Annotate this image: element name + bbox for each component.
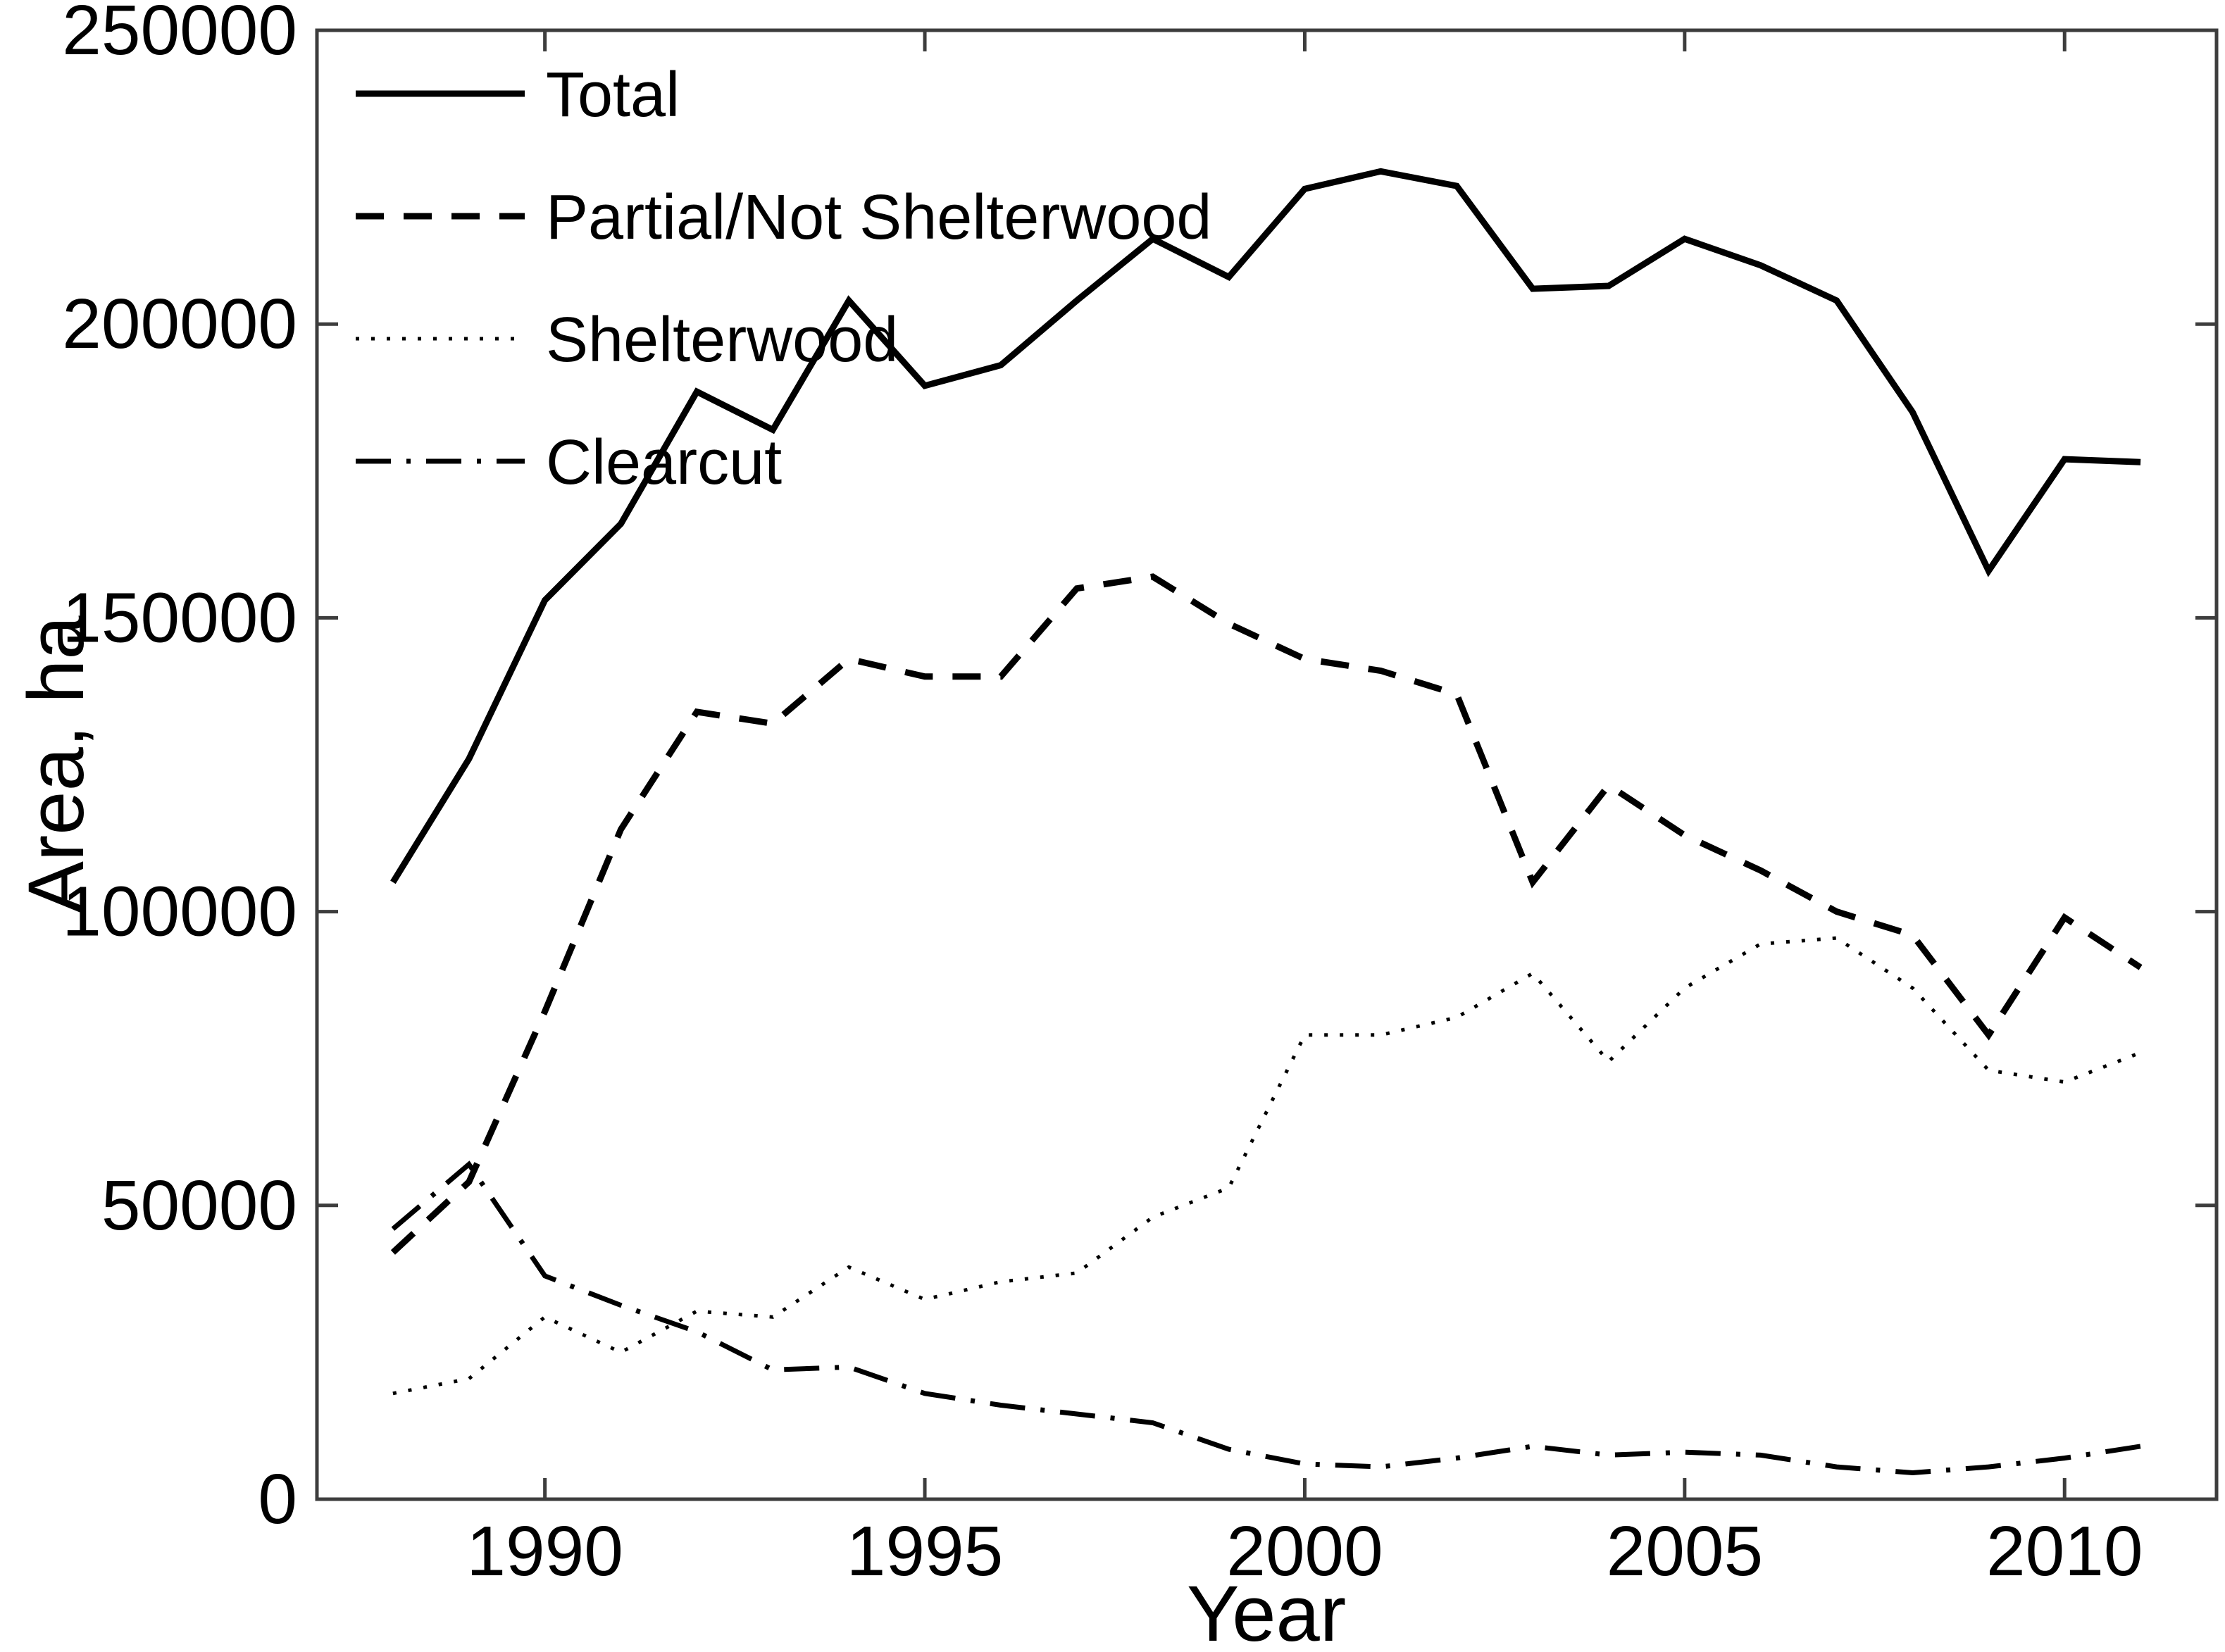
tick-labels: 1990 1995 2000 2005 2010 0 50000 100000 150000 20… bbox=[62, 0, 2143, 1591]
x-axis-label: Year bbox=[1187, 1570, 1346, 1652]
legend-item: Shelterwood bbox=[356, 305, 898, 375]
legend: Total Partial/Not Shelterwood Shelterwood C… bbox=[356, 60, 1211, 498]
axes bbox=[315, 28, 2219, 1501]
legend-label: Shelterwood bbox=[546, 305, 898, 375]
legend-label: Clearcut bbox=[546, 427, 782, 498]
legend-label: Total bbox=[546, 60, 680, 130]
y-axis-label: Area, ha bbox=[12, 615, 100, 914]
y-tick-label: 100000 bbox=[62, 872, 297, 951]
legend-item: Clearcut bbox=[356, 427, 782, 498]
data-series bbox=[390, 168, 2143, 1476]
y-tick-label: 0 bbox=[258, 1460, 297, 1539]
x-tick-label: 2005 bbox=[1607, 1512, 1763, 1591]
y-tick-label: 150000 bbox=[62, 578, 297, 657]
legend-item: Total bbox=[356, 60, 680, 130]
series-line-dotted bbox=[392, 936, 2142, 1396]
y-tick-label: 50000 bbox=[101, 1166, 297, 1245]
plot-border bbox=[315, 28, 2219, 1501]
series-line-dashed bbox=[390, 573, 2143, 1255]
x-tick-label: 2010 bbox=[1986, 1512, 2143, 1591]
x-tick-label: 2000 bbox=[1226, 1512, 1383, 1591]
x-tick-label: 1995 bbox=[847, 1512, 1003, 1591]
legend-item: Partial/Not Shelterwood bbox=[356, 182, 1211, 253]
legend-label: Partial/Not Shelterwood bbox=[546, 182, 1211, 253]
series-line-solid bbox=[390, 168, 2141, 884]
y-tick-label: 200000 bbox=[62, 284, 297, 363]
x-tick-label: 1990 bbox=[466, 1512, 623, 1591]
series-line-dashdot bbox=[391, 1160, 2141, 1476]
y-tick-label: 250000 bbox=[62, 0, 297, 70]
